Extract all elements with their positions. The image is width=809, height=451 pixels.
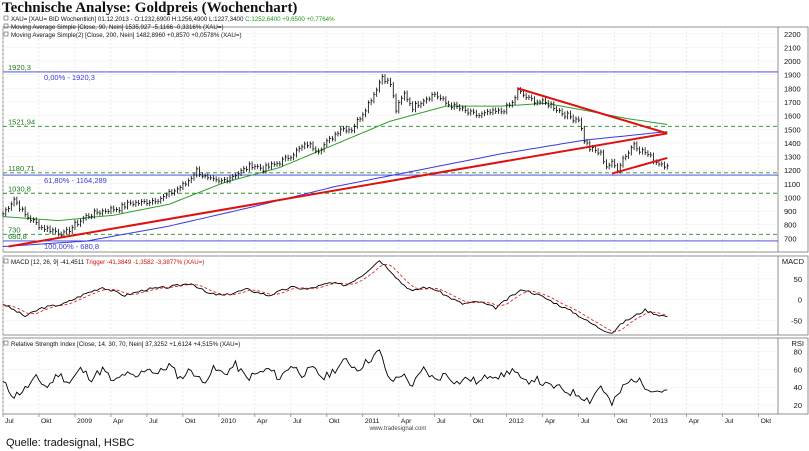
level-label: 1180,71 (8, 164, 35, 173)
y-tick-label: 1400 (784, 139, 801, 148)
x-tick-label: 2013 (653, 418, 668, 425)
sma90-line (2, 102, 668, 222)
rsi-line (2, 349, 668, 407)
level-label: 1030,8 (8, 184, 31, 193)
level-label: 1521,94 (8, 117, 35, 126)
trend-line (611, 156, 668, 175)
x-tick-label: Okt (329, 418, 340, 425)
macd-signal-line (2, 263, 668, 333)
x-tick-label: Jul (293, 418, 302, 425)
panel-frame-price (2, 26, 809, 253)
macd-legend-text: MACD [12, 26, 9] -41,4511 Trigger -41,38… (11, 259, 204, 266)
y-tick-label: 1200 (784, 166, 801, 175)
y-tick-label: 1300 (784, 153, 801, 162)
x-tick-label: 2012 (509, 418, 524, 425)
trend-line (8, 132, 668, 248)
y-tick-label: 40 (794, 383, 802, 392)
legend-marker (3, 258, 9, 264)
price-legend-text: Moving Average Simple(2) [Close, 200, Ne… (11, 32, 242, 39)
x-tick-label: Jul (581, 418, 590, 425)
fib-label: 61,80% - 1164,289 (44, 176, 107, 185)
rsi-legend-text: Relative Strength Index [Close, 14, 30, … (11, 341, 240, 348)
legend-extra: Trigger -41,3849 -1,3582 -3,3877% (XAU=) (86, 259, 205, 266)
y-tick-label: 700 (784, 234, 797, 243)
panel-axis-label: RSI (791, 339, 804, 348)
x-tick-label: Okt (185, 418, 196, 425)
x-tick-label: Jul (149, 418, 158, 425)
watermark-text: www.tradesignal.com (369, 426, 427, 432)
price-legend-text: Moving Average Simple [Close, 90, Nein] … (11, 24, 224, 31)
x-tick-label: Apr (689, 418, 700, 425)
legend-marker (3, 340, 9, 346)
x-tick-label: Apr (401, 418, 412, 425)
legend-extra: C:1252,6400 +9,6500 +0,7764% (245, 16, 335, 23)
y-tick-label: 1000 (784, 193, 801, 202)
x-tick-label: Apr (545, 418, 556, 425)
y-tick-label: 2100 (784, 43, 801, 52)
y-tick-label: 60 (794, 365, 802, 374)
x-tick-label: Apr (113, 418, 124, 425)
y-tick-label: 2200 (784, 30, 801, 39)
macd-line (2, 260, 668, 334)
sma200-line (2, 131, 668, 247)
fib-label: 0,00% - 1920,3 (44, 73, 95, 82)
y-tick-label: 900 (784, 207, 797, 216)
x-tick-label: Jul (725, 418, 734, 425)
y-tick-label: 20 (794, 401, 802, 410)
y-tick-label: 1700 (784, 98, 801, 107)
level-label: 730 (8, 225, 21, 234)
y-tick-label: 1900 (784, 71, 801, 80)
y-tick-label: 1600 (784, 112, 801, 121)
y-tick-label: -50 (791, 316, 802, 325)
y-tick-label: 2000 (784, 57, 801, 66)
y-tick-label: 50 (794, 275, 802, 284)
x-tick-label: 2009 (77, 418, 92, 425)
source-note: Quelle: tradesignal, HSBC (6, 437, 135, 449)
y-tick-label: 800 (784, 221, 797, 230)
x-tick-label: 2011 (365, 418, 380, 425)
trend-line (517, 87, 668, 135)
x-tick-label: Jul (437, 418, 446, 425)
y-tick-label: 1800 (784, 84, 801, 93)
level-label: 680,8 (8, 232, 27, 241)
chart-title: Technische Analyse: Goldpreis (Wochencha… (2, 0, 298, 16)
price-legend-text: XAU= [XAU= BID Wochentlich] 01.12.2013 -… (11, 16, 335, 23)
x-tick-label: 2010 (221, 418, 236, 425)
legend-marker (3, 31, 9, 37)
x-tick-label: Okt (617, 418, 628, 425)
x-tick-label: Okt (473, 418, 484, 425)
x-tick-label: Okt (761, 418, 772, 425)
legend-marker (3, 23, 9, 29)
panel-axis-label: MACD (782, 257, 805, 266)
x-tick-label: Jul (5, 418, 14, 425)
level-label: 1920,3 (8, 63, 31, 72)
legend-marker (3, 15, 9, 21)
fib-label: 100,00% - 680,8 (44, 242, 99, 251)
y-tick-label: 80 (794, 347, 802, 356)
y-tick-label: 1100 (784, 180, 800, 189)
x-tick-label: Okt (41, 418, 52, 425)
x-tick-label: Apr (257, 418, 268, 425)
y-tick-label: 0 (798, 296, 802, 305)
y-tick-label: 1500 (784, 125, 801, 134)
